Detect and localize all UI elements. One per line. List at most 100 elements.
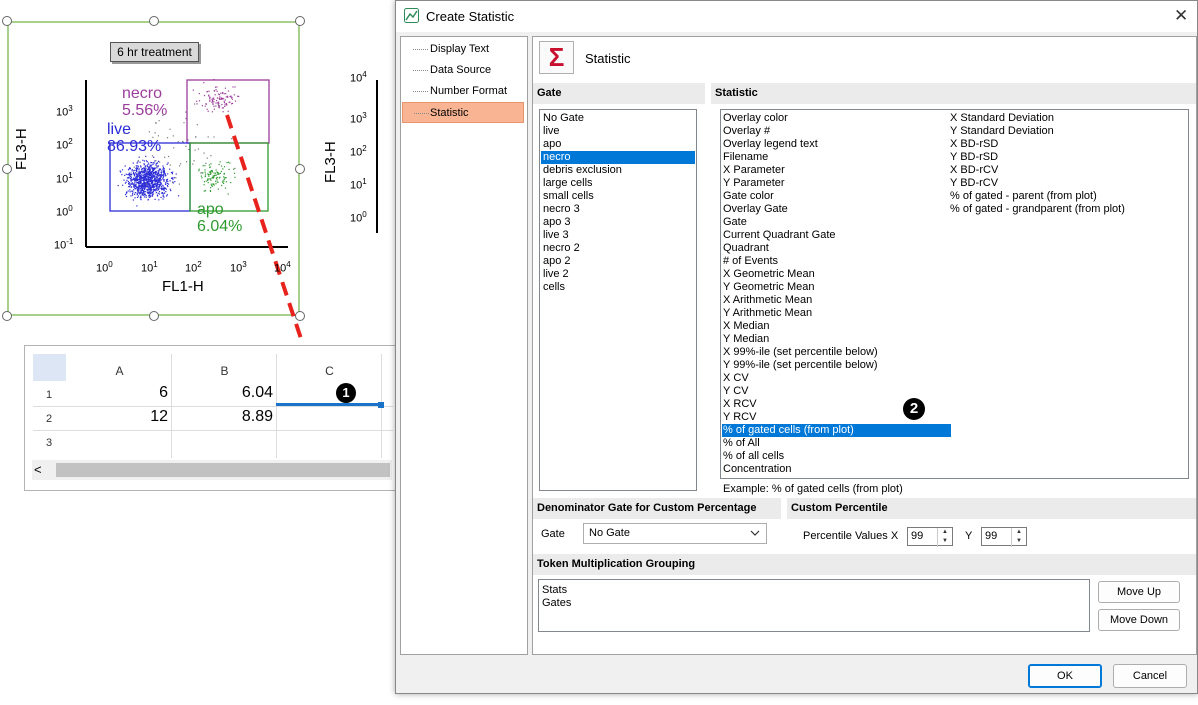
gate-list-item[interactable]: necro 3 [543, 203, 580, 215]
scatter-dot [145, 178, 147, 180]
horizontal-scrollbar[interactable]: < [32, 460, 392, 480]
list-item[interactable]: Gates [542, 597, 572, 609]
gate-list-item[interactable]: necro 2 [543, 242, 580, 254]
statistic-list-item[interactable]: % of gated - parent (from plot) [950, 190, 1097, 202]
gate-list-item[interactable]: large cells [543, 177, 593, 189]
gate-list-item[interactable]: apo 2 [543, 255, 571, 267]
scroll-thumb[interactable] [56, 463, 390, 477]
gate-list-item[interactable]: small cells [543, 190, 594, 202]
statistic-list-item[interactable]: X Standard Deviation [950, 112, 1054, 124]
apo-name: apo [197, 201, 224, 218]
statistic-list-item[interactable]: Y Arithmetic Mean [723, 307, 813, 319]
example-text: Example: % of gated cells (from plot) [723, 483, 903, 495]
statistic-list-item[interactable]: Overlay color [723, 112, 788, 124]
statistic-list-item[interactable]: Y Parameter [723, 177, 785, 189]
gate-list-item[interactable]: necro [541, 151, 695, 164]
statistic-list-item[interactable]: X BD-rCV [950, 164, 999, 176]
select-all-corner[interactable] [33, 354, 66, 381]
move-up-button[interactable]: Move Up [1098, 581, 1180, 603]
column-header-c[interactable]: C [325, 364, 334, 378]
statistic-list-item[interactable]: Overlay Gate [723, 203, 788, 215]
cell-b2[interactable]: 8.89 [241, 408, 273, 425]
token-grouping-list[interactable]: Stats Gates [538, 579, 1090, 632]
ok-button[interactable]: OK [1028, 664, 1102, 688]
statistic-list-item[interactable]: % of all cells [723, 450, 785, 462]
gate-list-item[interactable]: No Gate [543, 112, 584, 124]
gate-list-item[interactable]: live [543, 125, 560, 137]
gate-list-item[interactable]: live 3 [543, 229, 569, 241]
resize-handle[interactable] [149, 311, 159, 321]
gate-list-item[interactable]: debris exclusion [543, 164, 622, 176]
nav-item-statistic[interactable]: Statistic [402, 102, 524, 123]
statistic-list-item[interactable]: Y CV [723, 385, 749, 397]
row-header-1[interactable]: 1 [45, 389, 53, 401]
row-header-3[interactable]: 3 [45, 437, 53, 449]
statistic-list-item[interactable]: Quadrant [723, 242, 769, 254]
statistic-list-item[interactable]: % of gated - grandparent (from plot) [950, 203, 1125, 215]
column-header-a[interactable]: A [115, 364, 124, 378]
statistic-list-item[interactable]: Gate [723, 216, 747, 228]
statistic-list-item[interactable]: Y Geometric Mean [723, 281, 815, 293]
statistic-list-item[interactable]: X RCV [723, 398, 757, 410]
scatter-dot [157, 195, 159, 197]
statistic-list-item[interactable]: Y BD-rSD [950, 151, 999, 163]
percentile-x-input[interactable]: 99 ▲ ▼ [907, 527, 953, 547]
spin-buttons[interactable]: ▲ ▼ [1011, 528, 1026, 547]
gate-list-item[interactable]: live 2 [543, 268, 569, 280]
gate-listbox[interactable]: No Gate live apo necro debris exclusion large… [539, 109, 697, 491]
statistic-listbox[interactable]: Overlay color Overlay # Overlay legend tex… [720, 109, 1189, 479]
cell-a1[interactable]: 6 [159, 384, 168, 401]
resize-handle[interactable] [295, 164, 305, 174]
statistic-list-item[interactable]: Y BD-rCV [950, 177, 999, 189]
statistic-list-item[interactable]: # of Events [723, 255, 779, 267]
statistic-list-item[interactable]: Y 99%-ile (set percentile below) [723, 359, 878, 371]
statistic-list-item[interactable]: X Geometric Mean [723, 268, 815, 280]
plot-title[interactable]: 6 hr treatment [110, 42, 199, 62]
list-item[interactable]: Stats [542, 584, 568, 596]
gate-list-item[interactable]: apo [543, 138, 562, 150]
statistic-list-item[interactable]: X CV [723, 372, 749, 384]
gate-list-item[interactable]: cells [543, 281, 566, 293]
move-down-button[interactable]: Move Down [1098, 609, 1180, 631]
scroll-left-icon[interactable]: < [34, 462, 42, 477]
row-header-2[interactable]: 2 [45, 413, 53, 425]
statistic-list-item[interactable]: Y RCV [723, 411, 757, 423]
statistic-list-item[interactable]: Gate color [723, 190, 774, 202]
spin-buttons[interactable]: ▲ ▼ [937, 528, 952, 547]
statistic-list-item[interactable]: Filename [723, 151, 769, 163]
statistic-list-item[interactable]: Overlay # [723, 125, 771, 137]
cell-b1[interactable]: 6.04 [241, 384, 273, 401]
statistic-list-item[interactable]: Y Standard Deviation [950, 125, 1054, 137]
column-header-b[interactable]: B [220, 364, 229, 378]
nav-item-data-source[interactable]: Data Source [401, 60, 527, 80]
statistic-list-item[interactable]: X Median [723, 320, 770, 332]
resize-handle[interactable] [295, 16, 305, 26]
cell-c1-selected[interactable] [276, 382, 382, 406]
fill-handle[interactable] [378, 402, 384, 408]
statistic-list-item[interactable]: X Arithmetic Mean [723, 294, 813, 306]
resize-handle[interactable] [2, 311, 12, 321]
cell-a2[interactable]: 12 [150, 408, 168, 425]
resize-handle[interactable] [2, 164, 12, 174]
statistic-list-item[interactable]: % of gated cells (from plot) [722, 424, 951, 437]
statistic-list-item[interactable]: Current Quadrant Gate [723, 229, 836, 241]
cancel-button[interactable]: Cancel [1113, 664, 1187, 688]
resize-handle[interactable] [2, 16, 12, 26]
scatter-dot [153, 167, 155, 169]
statistic-list-item[interactable]: X 99%-ile (set percentile below) [723, 346, 878, 358]
statistic-list-item[interactable]: Concentration [723, 463, 792, 475]
statistic-list-item[interactable]: X Parameter [723, 164, 785, 176]
denominator-gate-dropdown[interactable]: No Gate [583, 523, 767, 544]
statistic-list-item[interactable]: Overlay legend text [723, 138, 818, 150]
gate-list-item[interactable]: apo 3 [543, 216, 571, 228]
nav-item-display-text[interactable]: Display Text [401, 39, 527, 59]
nav-item-number-format[interactable]: Number Format [401, 81, 527, 101]
close-icon[interactable]: ✕ [1174, 6, 1189, 25]
statistic-list-item[interactable]: Y Median [723, 333, 770, 345]
percentile-y-input[interactable]: 99 ▲ ▼ [981, 527, 1027, 547]
resize-handle[interactable] [295, 311, 305, 321]
spreadsheet[interactable]: A B C 1 2 3 6 6.04 12 8.89 < [24, 345, 398, 491]
statistic-list-item[interactable]: % of All [723, 437, 760, 449]
resize-handle[interactable] [149, 16, 159, 26]
statistic-list-item[interactable]: X BD-rSD [950, 138, 999, 150]
